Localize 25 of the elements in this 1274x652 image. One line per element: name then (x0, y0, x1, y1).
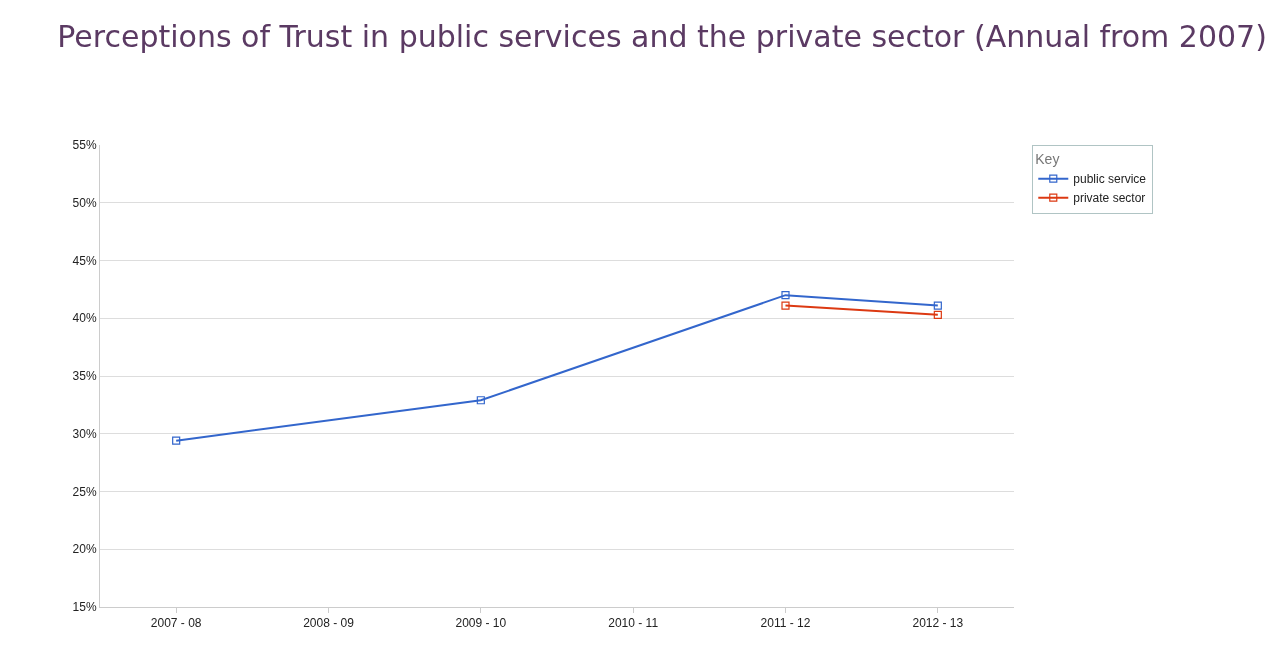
x-tick-label: 2008 - 09 (303, 616, 355, 631)
y-tick-label: 50% (72, 195, 97, 210)
x-tick-label: 2009 - 10 (455, 616, 507, 631)
point (933, 301, 942, 310)
point (476, 396, 485, 405)
y-tick-label: 25% (72, 484, 97, 499)
legend-title: Key (1035, 151, 1060, 168)
y-tick-label: 30% (72, 426, 97, 441)
y-tick-label: 45% (72, 253, 97, 268)
y-tick-label: 20% (72, 542, 97, 557)
point (933, 310, 942, 319)
point (781, 291, 790, 300)
x-tick-label: 2007 - 08 (150, 616, 202, 631)
x-tick-label: 2012 - 13 (912, 616, 964, 631)
y-tick-label: 35% (72, 369, 97, 384)
point (172, 436, 181, 445)
y-tick-label: 15% (72, 600, 97, 615)
legend-label: public service (1073, 172, 1147, 187)
y-tick-label: 55% (72, 138, 97, 153)
x-tick-label: 2011 - 12 (760, 616, 811, 631)
y-tick-label: 40% (72, 311, 97, 326)
chart-title: Perceptions of Trust in public services and the private sector (Annual from 2007) (57, 19, 1267, 55)
point (781, 301, 790, 310)
x-tick-label: 2010 - 11 (608, 616, 659, 631)
legend-label: private sector (1073, 191, 1146, 206)
